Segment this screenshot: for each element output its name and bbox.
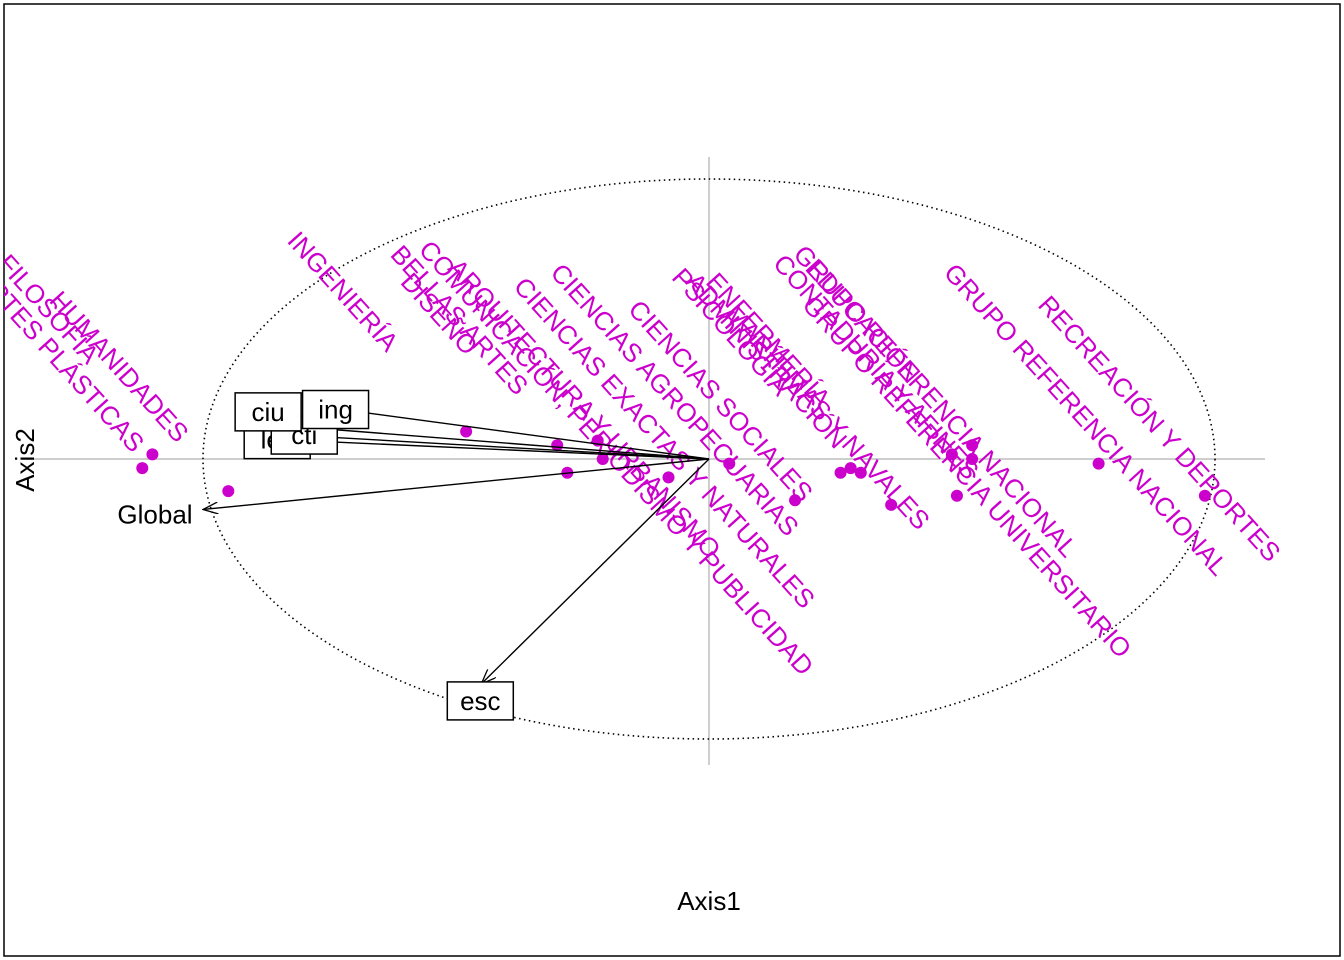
data-point[interactable] xyxy=(854,466,867,479)
variable-arrow xyxy=(203,458,710,509)
variable-label-box xyxy=(446,681,515,721)
data-point[interactable] xyxy=(950,489,963,502)
data-point[interactable] xyxy=(551,439,564,452)
data-point[interactable] xyxy=(789,494,802,507)
x-axis-label: Axis1 xyxy=(677,886,741,916)
data-point[interactable] xyxy=(596,453,609,465)
variable-arrow xyxy=(299,427,710,460)
data-point[interactable] xyxy=(146,448,159,461)
variable-arrow xyxy=(335,409,710,460)
data-point[interactable] xyxy=(460,425,473,438)
variable-label: Global xyxy=(117,499,192,529)
data-point[interactable] xyxy=(1092,457,1105,470)
correlation-circle xyxy=(202,178,1216,740)
data-point[interactable] xyxy=(966,439,979,452)
data-point[interactable] xyxy=(662,471,675,484)
variable-arrow xyxy=(304,441,710,460)
variable-label-box xyxy=(234,392,302,432)
data-point[interactable] xyxy=(222,485,235,498)
y-axis-label: Axis2 xyxy=(10,428,40,492)
variable-arrow xyxy=(309,436,710,460)
variable-label: ciu xyxy=(252,397,285,427)
variable-label: esc xyxy=(460,686,500,716)
data-point[interactable] xyxy=(966,453,979,465)
variable-label-box xyxy=(301,389,370,430)
variable-arrow xyxy=(481,458,710,684)
data-point[interactable] xyxy=(723,457,736,470)
data-point[interactable] xyxy=(834,466,847,479)
data-point[interactable] xyxy=(885,498,898,511)
data-point[interactable] xyxy=(136,462,149,475)
variable-label: ing xyxy=(318,395,353,425)
data-point[interactable] xyxy=(945,448,958,461)
data-point[interactable] xyxy=(844,462,857,475)
data-point[interactable] xyxy=(1198,489,1211,502)
